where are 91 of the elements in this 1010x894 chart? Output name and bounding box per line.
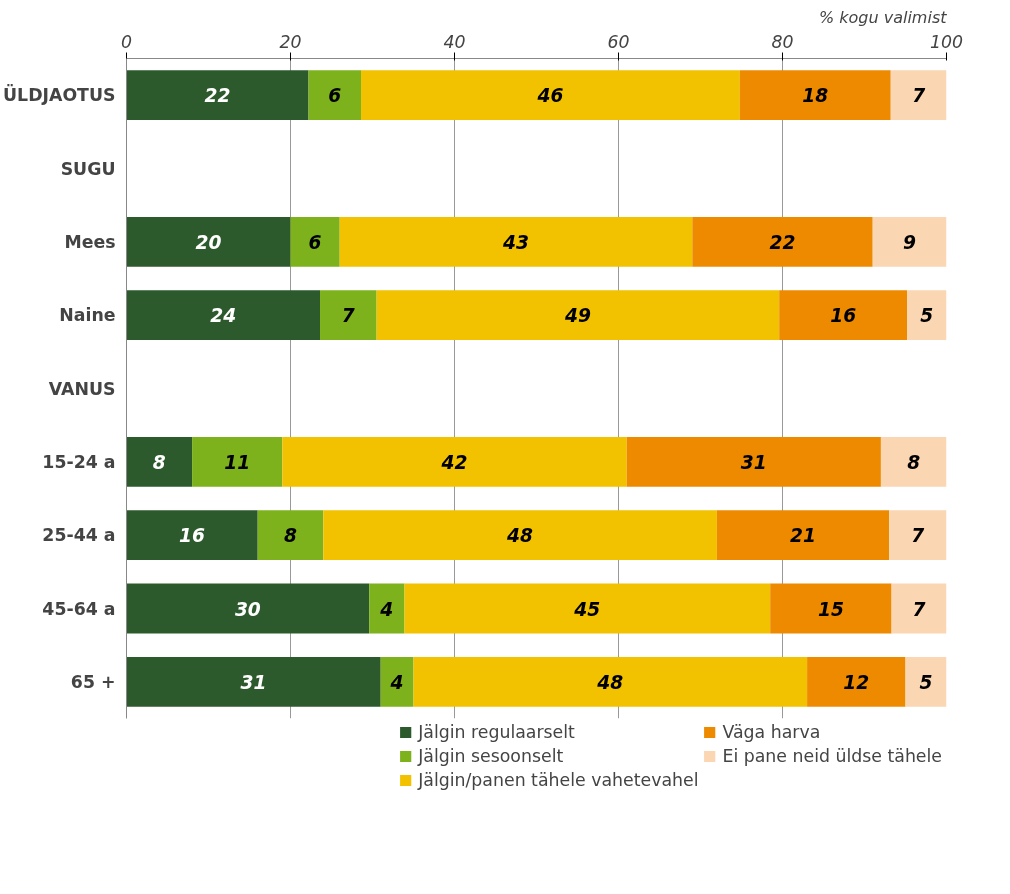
data-label: 4 bbox=[379, 598, 394, 620]
data-label: 18 bbox=[802, 85, 829, 107]
data-label: 16 bbox=[179, 525, 206, 547]
data-label: 21 bbox=[790, 525, 816, 547]
y-tick-label: ÜLDJAOTUS bbox=[3, 84, 116, 106]
bar bbox=[282, 436, 627, 487]
bar bbox=[308, 70, 362, 121]
data-label: 16 bbox=[830, 305, 857, 327]
data-label: 15 bbox=[817, 598, 844, 620]
x-axis-title: % kogu valimist bbox=[818, 7, 948, 27]
bar bbox=[376, 290, 780, 341]
y-tick-label: Mees bbox=[64, 231, 116, 252]
x-tick-label: 20 bbox=[279, 31, 302, 52]
bar bbox=[770, 583, 892, 634]
bar bbox=[890, 70, 947, 121]
data-label: 22 bbox=[204, 85, 231, 107]
bar bbox=[779, 290, 908, 341]
bar bbox=[380, 656, 414, 707]
data-label: 8 bbox=[907, 451, 921, 473]
data-label: 43 bbox=[502, 231, 529, 253]
bar bbox=[126, 290, 321, 341]
data-label: 12 bbox=[843, 671, 870, 693]
data-label: 7 bbox=[912, 598, 926, 620]
bar bbox=[716, 510, 890, 561]
bar bbox=[126, 583, 370, 634]
legend-label: Jälgin regulaarselt bbox=[418, 722, 575, 742]
data-label: 6 bbox=[308, 231, 322, 253]
data-label: 42 bbox=[440, 451, 468, 473]
y-tick-label: 65 + bbox=[70, 671, 116, 692]
bar bbox=[126, 510, 258, 561]
bar bbox=[361, 70, 740, 121]
x-tick-label: 80 bbox=[771, 31, 794, 52]
x-tick-label: 60 bbox=[607, 31, 630, 52]
legend-label: Ei pane neid üldse tähele bbox=[722, 746, 942, 766]
data-label: 8 bbox=[284, 525, 298, 547]
data-label: 9 bbox=[903, 231, 917, 253]
data-label: 11 bbox=[224, 451, 251, 473]
data-label: 7 bbox=[911, 525, 925, 547]
bar bbox=[807, 656, 906, 707]
x-tick-label: 0 bbox=[120, 31, 133, 52]
y-tick-label: VANUS bbox=[48, 378, 116, 399]
data-label: 4 bbox=[389, 671, 404, 693]
bar bbox=[905, 656, 947, 707]
bar bbox=[192, 436, 283, 487]
bar bbox=[891, 583, 947, 634]
y-tick-label: 45-64 a bbox=[42, 598, 116, 619]
data-label: 30 bbox=[234, 598, 261, 620]
bar bbox=[907, 290, 947, 341]
bar bbox=[323, 510, 717, 561]
data-label: 5 bbox=[919, 671, 933, 693]
bar bbox=[126, 70, 309, 121]
bar bbox=[872, 216, 947, 267]
bar bbox=[126, 656, 381, 707]
y-tick-label: 15-24 a bbox=[42, 451, 116, 472]
data-label: 46 bbox=[536, 85, 564, 107]
bar bbox=[692, 216, 873, 267]
data-label: 7 bbox=[912, 85, 926, 107]
bar bbox=[626, 436, 881, 487]
bar bbox=[889, 510, 947, 561]
bar bbox=[126, 436, 193, 487]
data-label: 24 bbox=[210, 305, 237, 327]
bar bbox=[404, 583, 771, 634]
bar bbox=[257, 510, 324, 561]
bar bbox=[339, 216, 693, 267]
data-label: 22 bbox=[769, 231, 796, 253]
data-label: 48 bbox=[506, 525, 534, 547]
legend-label: Jälgin sesoonselt bbox=[418, 746, 564, 766]
bar bbox=[290, 216, 340, 267]
bar bbox=[413, 656, 808, 707]
data-label: 6 bbox=[328, 85, 342, 107]
data-label: 5 bbox=[920, 305, 934, 327]
x-tick-label: 40 bbox=[443, 31, 466, 52]
data-label: 20 bbox=[195, 231, 222, 253]
y-tick-label: Naine bbox=[59, 305, 116, 326]
data-label: 48 bbox=[596, 671, 624, 693]
data-label: 7 bbox=[341, 305, 355, 327]
bar bbox=[126, 216, 291, 267]
data-label: 8 bbox=[152, 451, 166, 473]
bar bbox=[880, 436, 947, 487]
y-tick-label: 25-44 a bbox=[42, 525, 116, 546]
bar bbox=[369, 583, 405, 634]
legend-label: Väga harva bbox=[722, 722, 821, 742]
data-label: 31 bbox=[740, 451, 767, 473]
y-tick-label: SUGU bbox=[60, 158, 116, 179]
data-label: 49 bbox=[563, 305, 591, 327]
x-tick-label: 100 bbox=[929, 31, 964, 52]
bar bbox=[320, 290, 377, 341]
legend-label: Jälgin/panen tähele vahetevahel bbox=[418, 770, 699, 790]
data-label: 45 bbox=[573, 598, 601, 620]
data-label: 31 bbox=[240, 671, 267, 693]
bar bbox=[739, 70, 891, 121]
